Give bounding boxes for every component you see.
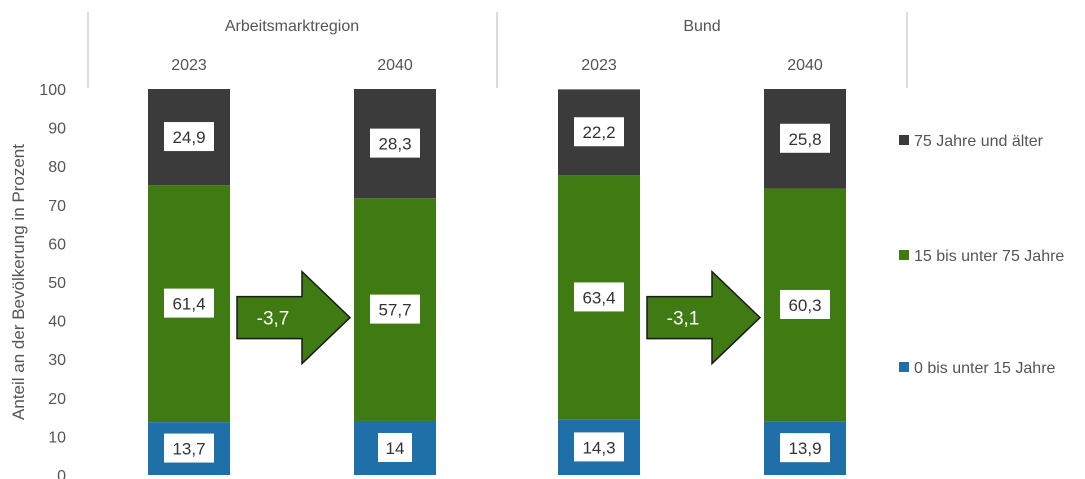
y-tick-label: 40 — [48, 314, 66, 331]
category-label: 2040 — [787, 57, 823, 74]
data-label: 14 — [386, 439, 405, 458]
legend-label: 75 Jahre und älter — [914, 133, 1044, 150]
data-label-box — [378, 432, 412, 462]
data-label: 28,3 — [378, 135, 411, 154]
y-tick-label: 50 — [48, 275, 66, 292]
group-separators — [87, 12, 908, 88]
group-labels: Arbeitsmarktregion Bund — [225, 18, 721, 35]
data-label: 57,7 — [378, 301, 411, 320]
category-labels: 2023 2040 2023 2040 — [171, 57, 823, 74]
legend-label: 15 bis unter 75 Jahre — [914, 248, 1064, 265]
legend: 75 Jahre und älter 15 bis unter 75 Jahre 0… — [899, 133, 1064, 377]
data-label-box — [780, 289, 830, 319]
y-tick-label: 30 — [48, 352, 66, 369]
data-label: 13,9 — [788, 439, 821, 458]
y-tick-label: 0 — [57, 468, 66, 479]
y-axis: 0 10 20 30 40 50 60 70 80 90 100 — [39, 82, 66, 479]
data-label-box — [574, 282, 624, 312]
y-tick-label: 10 — [48, 429, 66, 446]
data-label-box — [370, 294, 420, 324]
y-tick-label: 100 — [39, 82, 66, 99]
category-label: 2023 — [171, 57, 207, 74]
category-label: 2040 — [377, 57, 413, 74]
change-arrow — [646, 269, 762, 366]
data-label-box — [370, 128, 420, 158]
data-label: 24,9 — [172, 128, 205, 147]
bars: 13,7 61,4 24,9 14 57,7 28,3 14,3 63,4 22,2 13,9 60… — [148, 89, 846, 475]
y-tick-label: 80 — [48, 159, 66, 176]
data-label-box — [164, 288, 214, 318]
legend-swatch — [899, 250, 909, 260]
data-label: 14,3 — [582, 438, 615, 457]
data-label: 60,3 — [788, 296, 821, 315]
data-label: 25,8 — [788, 130, 821, 149]
y-axis-title: Anteil an der Bevölkerung in Prozent — [9, 144, 28, 420]
data-label: 61,4 — [172, 295, 205, 314]
data-label: 22,2 — [582, 123, 615, 142]
change-arrows: -3,7 -3,1 — [236, 269, 762, 366]
y-tick-label: 20 — [48, 391, 66, 408]
change-arrow — [236, 269, 352, 366]
legend-swatch — [899, 135, 909, 145]
legend-label: 0 bis unter 15 Jahre — [914, 360, 1056, 377]
data-label-box — [164, 433, 214, 463]
y-tick-label: 90 — [48, 121, 66, 138]
change-arrow-label: -3,1 — [667, 309, 700, 330]
data-label-box — [164, 122, 214, 152]
legend-swatch — [899, 362, 909, 372]
category-label: 2023 — [581, 57, 617, 74]
y-tick-label: 60 — [48, 236, 66, 253]
group-label: Arbeitsmarktregion — [225, 18, 359, 35]
data-label: 13,7 — [172, 440, 205, 459]
data-label-box — [780, 433, 830, 463]
data-label-box — [574, 432, 624, 462]
data-label-box — [780, 123, 830, 153]
data-label: 63,4 — [582, 288, 615, 307]
group-label: Bund — [683, 18, 720, 35]
data-label-box — [574, 117, 624, 147]
change-arrow-label: -3,7 — [257, 309, 290, 330]
y-tick-label: 70 — [48, 198, 66, 215]
